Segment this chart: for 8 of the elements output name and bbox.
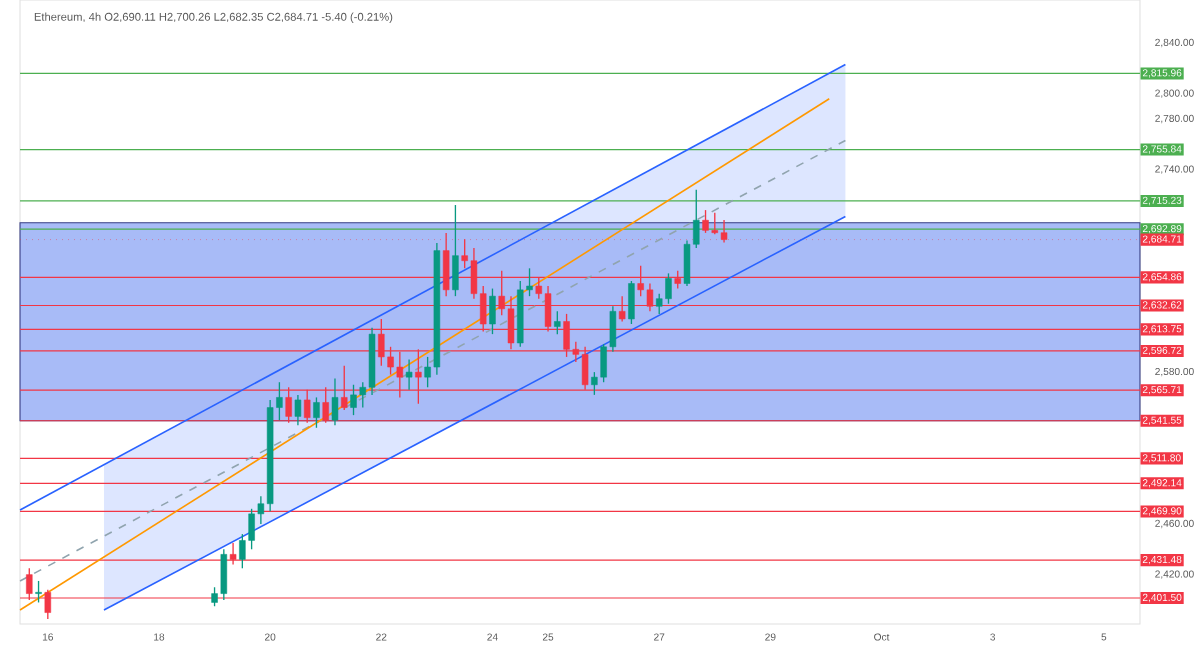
- candlestick: [452, 204, 459, 297]
- candlestick: [628, 280, 635, 325]
- candlestick: [331, 377, 339, 426]
- candlestick: [294, 394, 302, 426]
- candlestick: [489, 287, 496, 335]
- candlestick: [554, 310, 561, 335]
- candlestick: [405, 358, 413, 391]
- candlestick: [313, 396, 320, 429]
